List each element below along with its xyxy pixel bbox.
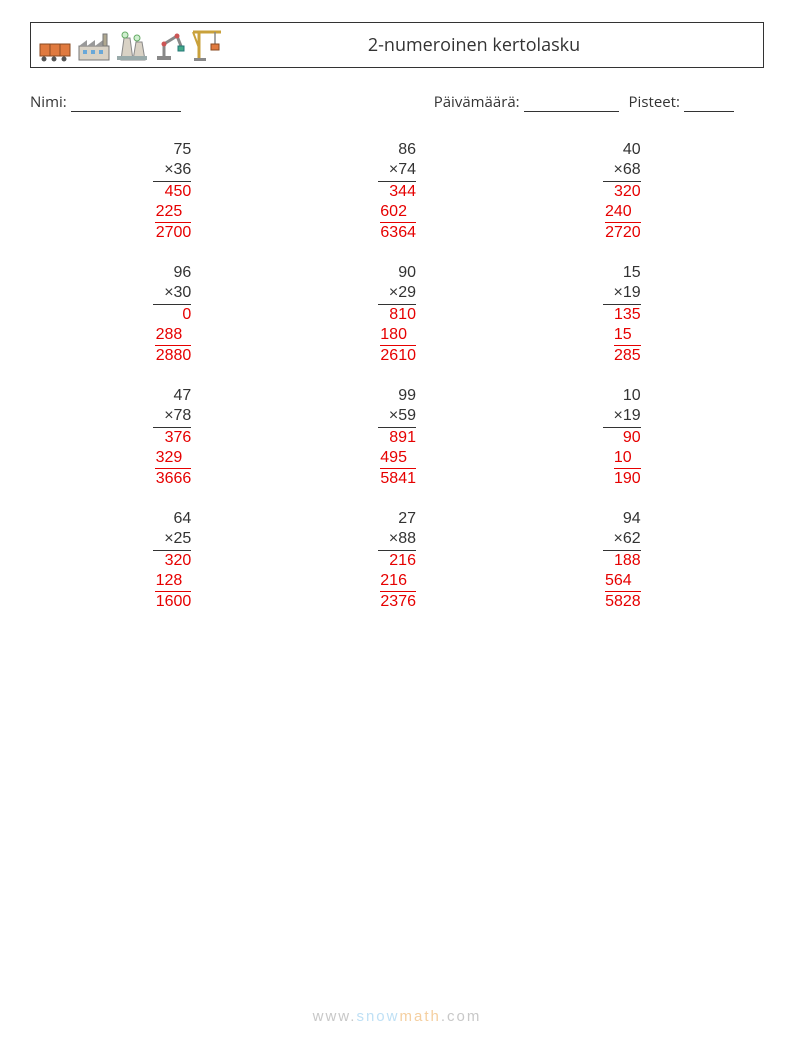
multiplier: ×59 (378, 406, 416, 426)
crane-icon (191, 28, 225, 62)
multiplicand: 15 (603, 263, 641, 283)
multiplier: ×25 (153, 529, 191, 549)
problem: 75×364502252700 (60, 140, 285, 243)
answer: 2720 (603, 223, 641, 243)
partial-1: 135 (603, 305, 641, 325)
multiplier: ×78 (153, 406, 191, 426)
multiplicand: 47 (153, 386, 191, 406)
multiplier: ×30 (153, 283, 191, 303)
problem: 15×1913515285 (509, 263, 734, 366)
footer-prefix: www. (313, 1008, 357, 1025)
problem: 10×199010190 (509, 386, 734, 489)
partial-2: 288 (155, 325, 191, 346)
partial-2: 225 (155, 202, 191, 223)
problem: 90×298101802610 (285, 263, 510, 366)
answer: 2700 (153, 223, 191, 243)
name-blank[interactable] (71, 97, 181, 112)
multiplicand: 40 (603, 140, 641, 160)
multiplier: ×68 (603, 160, 641, 180)
multiplicand: 27 (378, 509, 416, 529)
worksheet-page: 2-numeroinen kertolasku Nimi: Päivämäärä… (0, 0, 794, 1053)
multiplicand: 99 (378, 386, 416, 406)
partial-2: 10 (614, 448, 641, 469)
multiplicand: 96 (153, 263, 191, 283)
partial-1: 450 (153, 182, 191, 202)
partial-2: 180 (380, 325, 416, 346)
meta-row: Nimi: Päivämäärä: Pisteet: (30, 92, 764, 112)
multiplicand: 64 (153, 509, 191, 529)
problem: 99×598914955841 (285, 386, 510, 489)
partial-1: 320 (153, 551, 191, 571)
multiplier: ×88 (378, 529, 416, 549)
score-field: Pisteet: (629, 92, 734, 112)
answer: 3666 (153, 469, 191, 489)
problem: 47×783763293666 (60, 386, 285, 489)
partial-2: 329 (155, 448, 191, 469)
multiplier: ×74 (378, 160, 416, 180)
answer: 2880 (153, 346, 191, 366)
power-plant-icon (115, 30, 149, 62)
problem: 27×882162162376 (285, 509, 510, 612)
partial-1: 344 (378, 182, 416, 202)
partial-1: 216 (378, 551, 416, 571)
score-label: Pisteet: (629, 92, 680, 112)
partial-1: 90 (603, 428, 641, 448)
problems-grid: 75×36450225270086×74344602636440×6832024… (60, 140, 734, 612)
multiplicand: 10 (603, 386, 641, 406)
answer: 5841 (378, 469, 416, 489)
multiplier: ×19 (603, 406, 641, 426)
partial-2: 216 (380, 571, 416, 592)
header: 2-numeroinen kertolasku (30, 22, 764, 68)
problem: 94×621885645828 (509, 509, 734, 612)
partial-2: 564 (605, 571, 641, 592)
partial-2: 495 (380, 448, 416, 469)
date-blank[interactable] (524, 97, 619, 112)
answer: 2376 (378, 592, 416, 612)
date-field: Päivämäärä: (434, 92, 619, 112)
footer-watermark: www.snowmath.com (0, 1008, 794, 1025)
robot-arm-icon (153, 30, 187, 62)
partial-1: 0 (153, 305, 191, 325)
train-icon (39, 34, 73, 62)
partial-1: 376 (153, 428, 191, 448)
multiplier: ×36 (153, 160, 191, 180)
problem: 64×253201281600 (60, 509, 285, 612)
answer: 2610 (378, 346, 416, 366)
multiplier: ×62 (603, 529, 641, 549)
problem: 86×743446026364 (285, 140, 510, 243)
partial-1: 891 (378, 428, 416, 448)
partial-2: 128 (155, 571, 191, 592)
answer: 6364 (378, 223, 416, 243)
problem: 96×3002882880 (60, 263, 285, 366)
multiplier: ×29 (378, 283, 416, 303)
multiplicand: 75 (153, 140, 191, 160)
partial-2: 602 (380, 202, 416, 223)
name-field: Nimi: (30, 92, 434, 112)
date-label: Päivämäärä: (434, 92, 520, 112)
partial-2: 240 (605, 202, 641, 223)
multiplicand: 86 (378, 140, 416, 160)
answer: 1600 (153, 592, 191, 612)
answer: 190 (603, 469, 641, 489)
worksheet-title: 2-numeroinen kertolasku (225, 33, 763, 57)
factory-icon (77, 32, 111, 62)
score-blank[interactable] (684, 97, 734, 112)
problem: 40×683202402720 (509, 140, 734, 243)
footer-brand-snow: snow (356, 1008, 399, 1025)
header-icons (31, 28, 225, 62)
answer: 5828 (603, 592, 641, 612)
footer-brand-math: math (400, 1008, 441, 1025)
partial-2: 15 (614, 325, 641, 346)
partial-1: 188 (603, 551, 641, 571)
multiplier: ×19 (603, 283, 641, 303)
footer-suffix: .com (441, 1008, 482, 1025)
multiplicand: 94 (603, 509, 641, 529)
partial-1: 810 (378, 305, 416, 325)
answer: 285 (603, 346, 641, 366)
multiplicand: 90 (378, 263, 416, 283)
name-label: Nimi: (30, 92, 67, 112)
partial-1: 320 (603, 182, 641, 202)
